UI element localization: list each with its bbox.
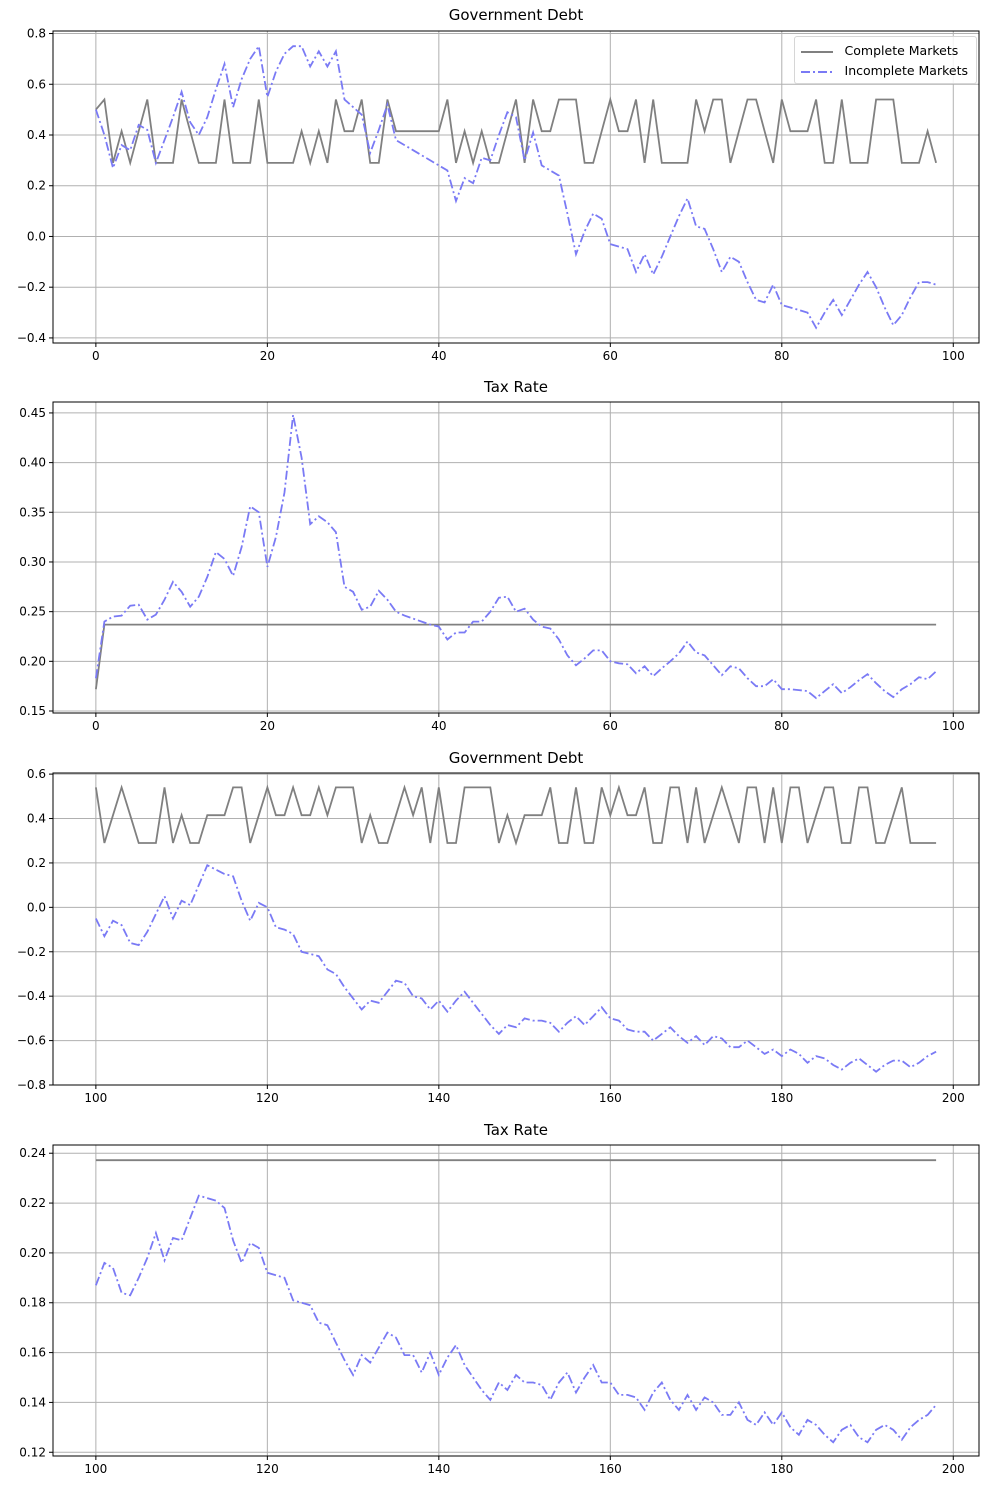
y-tick-label: 0.4 [27,812,46,826]
y-tick-label: 0.4 [27,128,46,142]
legend: Complete Markets Incomplete Markets [793,36,977,84]
y-tick-label: −0.6 [17,1034,46,1048]
x-tick-label: 120 [256,1091,279,1105]
y-tick-label: 0.8 [27,27,46,41]
line-chart: 100 120 140 160 180 200 −0.8 −0.6 −0.4 −0.2 0.0 0.2… [17,767,980,1105]
panel-title: Government Debt [448,749,584,767]
complete-markets-line [95,784,937,847]
panel-tax-rate-1: Tax Rate 0 20 40 60 80 100 0.15 0.20 0.25 0.30 0.3… [0,372,990,744]
x-tick-label: 60 [603,719,618,733]
x-tick-label: 140 [427,1462,450,1476]
axes-frame [52,1144,980,1457]
panel-tax-rate-2: Tax Rate 100 120 140 160 180 200 0.12 0.14 0.16 0… [0,1116,990,1490]
y-tick-label: 0.0 [27,229,46,243]
grid [53,402,979,713]
legend-item-incomplete: Incomplete Markets [800,60,968,80]
complete-markets-line [95,96,937,167]
y-tick-label: −0.4 [17,989,46,1003]
y-tick-label: 0.40 [19,456,46,470]
x-tick-label: 100 [84,1462,107,1476]
y-tick-label: 0.6 [27,767,46,781]
y-tick-label: 0.25 [19,605,46,619]
incomplete-markets-line [95,863,937,1073]
y-tick-label: −0.8 [17,1078,46,1092]
line-chart: 100 120 140 160 180 200 0.12 0.14 0.16 0.18 0.20 0.… [19,1144,980,1476]
line-chart: 0 20 40 60 80 100 0.15 0.20 0.25 0.30 0.35 0.40 0.45 [19,401,980,733]
x-tick-label: 200 [942,1462,965,1476]
grid [53,1145,979,1456]
dashdot-line-icon [800,65,833,75]
x-tick-label: 0 [92,719,100,733]
y-tick-label: −0.4 [17,331,46,345]
y-tick-label: 0.24 [19,1146,46,1160]
x-tick-label: 160 [599,1462,622,1476]
x-tick-label: 80 [774,719,789,733]
y-tick-label: 0.16 [19,1346,46,1360]
x-tick-label: 100 [942,349,965,363]
panel-title: Government Debt [448,6,584,24]
panel-government-debt-1: Government Debt 0 20 40 60 80 100 −0.4 −0.2 0.0 0… [0,0,990,372]
y-tick-label: 0.45 [19,406,46,420]
grid [53,31,979,343]
y-tick-label: 0.2 [27,856,46,870]
axes-frame [52,772,980,1086]
legend-label: Complete Markets [844,42,959,58]
y-tick-label: 0.14 [19,1395,46,1409]
x-tick-label: 20 [260,349,275,363]
x-tick-label: 40 [431,349,446,363]
line-chart: 0 20 40 60 80 100 −0.4 −0.2 0.0 0.2 0.4 0.6 0.8 [17,27,980,363]
legend-label: Incomplete Markets [844,62,968,78]
x-tick-label: 200 [942,1091,965,1105]
x-tick-label: 80 [774,349,789,363]
x-tick-label: 100 [84,1091,107,1105]
x-tick-label: 60 [603,349,618,363]
y-tick-label: 0.22 [19,1196,46,1210]
x-tick-label: 100 [942,719,965,733]
incomplete-markets-line [95,1194,937,1444]
y-tick-label: 0.30 [19,555,46,569]
y-tick-label: 0.20 [19,1246,46,1260]
x-tick-label: 160 [599,1091,622,1105]
axes-frame [52,401,980,714]
x-tick-label: 20 [260,719,275,733]
panel-title: Tax Rate [484,1121,548,1139]
y-tick-label: −0.2 [17,945,46,959]
x-tick-label: 0 [92,349,100,363]
y-tick-label: 0.2 [27,179,46,193]
x-tick-label: 40 [431,719,446,733]
complete-markets-line [95,623,937,690]
y-tick-label: 0.35 [19,505,46,519]
axes-frame [52,30,980,344]
x-tick-label: 120 [256,1462,279,1476]
y-tick-label: 0.6 [27,77,46,91]
legend-item-complete: Complete Markets [800,40,968,60]
incomplete-markets-line [95,414,937,700]
x-tick-label: 180 [770,1091,793,1105]
panel-title: Tax Rate [484,378,548,396]
y-tick-label: 0.0 [27,900,46,914]
grid [53,773,979,1086]
x-tick-label: 180 [770,1462,793,1476]
x-tick-label: 140 [427,1091,450,1105]
incomplete-markets-line [95,43,937,330]
y-tick-label: 0.12 [19,1445,46,1459]
solid-line-icon [800,45,833,55]
y-tick-label: 0.20 [19,654,46,668]
y-tick-label: −0.2 [17,280,46,294]
panel-government-debt-2: Government Debt 100 120 140 160 180 200 −0.8 −0… [0,744,990,1116]
y-tick-label: 0.15 [19,704,46,718]
y-tick-label: 0.18 [19,1296,46,1310]
